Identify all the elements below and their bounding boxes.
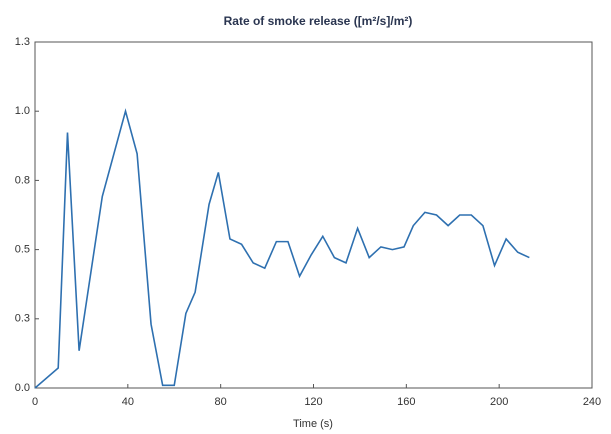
y-tick-label: 0.8 xyxy=(15,174,30,186)
x-tick-label: 120 xyxy=(304,396,322,408)
y-tick-label: 1.0 xyxy=(15,105,30,117)
chart-title: Rate of smoke release ([m²/s]/m²) xyxy=(224,14,413,28)
plot-frame xyxy=(34,41,593,389)
x-axis-label: Time (s) xyxy=(293,418,333,430)
y-tick-label: 0.5 xyxy=(15,244,30,256)
x-tick-label: 240 xyxy=(583,396,601,408)
x-tick-label: 160 xyxy=(397,396,415,408)
x-tick-label: 40 xyxy=(122,396,134,408)
y-tick-label: 0.3 xyxy=(15,313,30,325)
x-tick-label: 80 xyxy=(215,396,227,408)
data-line xyxy=(34,108,530,389)
y-tick-label: 1.3 xyxy=(15,36,30,48)
x-tick-label: 200 xyxy=(490,396,508,408)
x-tick-label: 0 xyxy=(32,396,38,408)
y-tick-label: 0.0 xyxy=(15,382,30,394)
